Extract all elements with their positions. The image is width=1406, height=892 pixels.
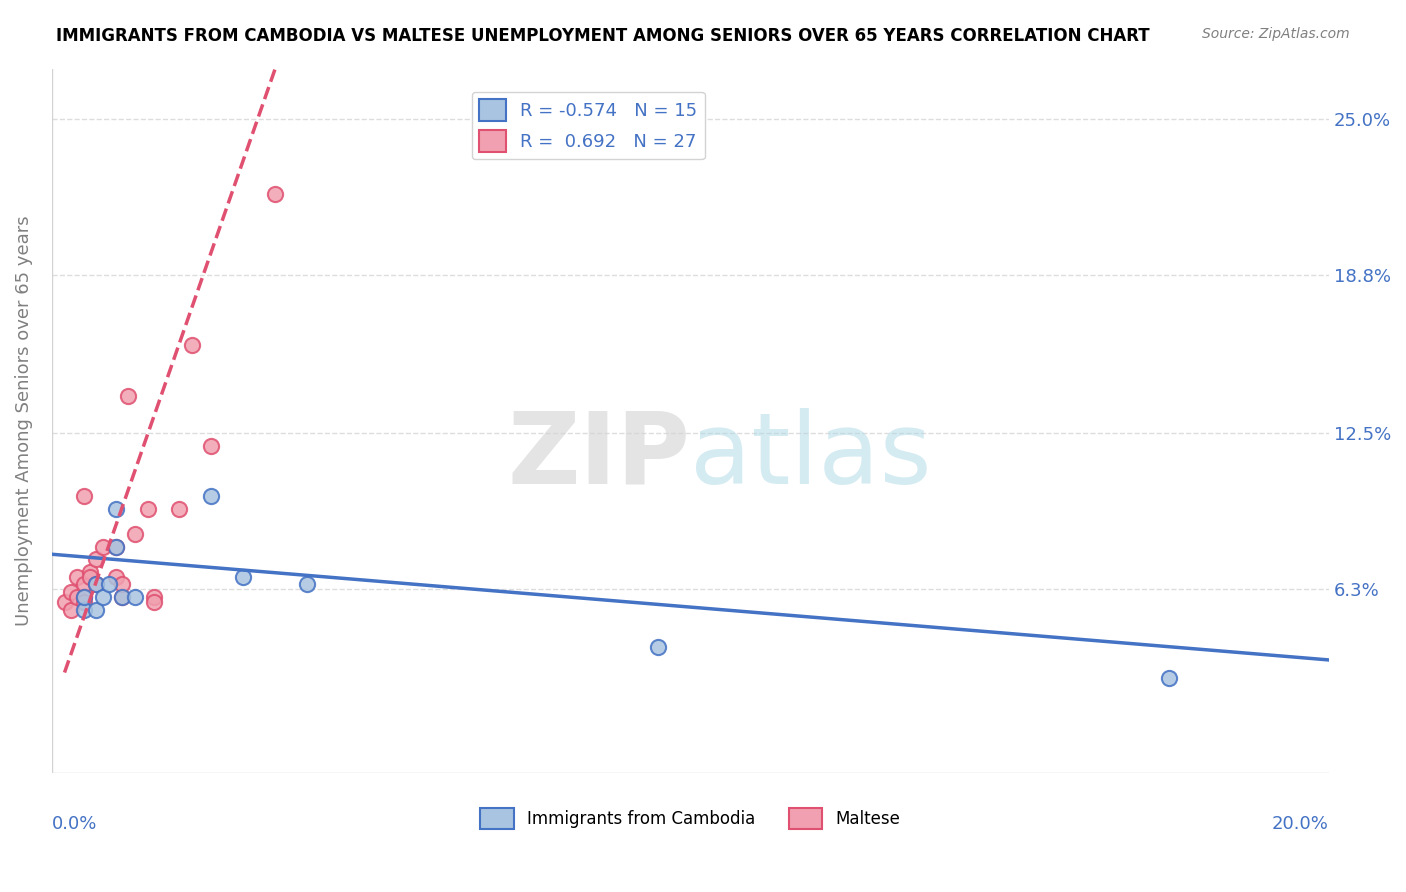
Point (1159, 671, 1181, 685)
Point (200, 439, 222, 453)
Point (59, 602, 82, 616)
Legend: R = -0.574   N = 15, R =  0.692   N = 27: R = -0.574 N = 15, R = 0.692 N = 27 (471, 92, 704, 159)
Point (264, 187, 287, 202)
Point (647, 640, 669, 655)
Point (53, 595, 76, 609)
Point (73, 489, 96, 503)
Point (181, 338, 204, 352)
Point (73, 595, 96, 609)
Point (136, 502, 159, 516)
Point (79, 565, 101, 579)
Point (73, 590, 96, 604)
Point (111, 577, 134, 591)
Point (124, 527, 146, 541)
Point (91, 540, 114, 554)
Point (66, 570, 89, 584)
Point (86, 552, 108, 566)
Point (142, 595, 165, 609)
Point (73, 590, 96, 604)
Y-axis label: Unemployment Among Seniors over 65 years: Unemployment Among Seniors over 65 years (15, 216, 32, 626)
Text: IMMIGRANTS FROM CAMBODIA VS MALTESE UNEMPLOYMENT AMONG SENIORS OVER 65 YEARS COR: IMMIGRANTS FROM CAMBODIA VS MALTESE UNEM… (56, 27, 1150, 45)
Point (111, 590, 134, 604)
Text: 0.0%: 0.0% (52, 815, 97, 833)
Text: Source: ZipAtlas.com: Source: ZipAtlas.com (1202, 27, 1350, 41)
Point (295, 577, 318, 591)
Text: ZIP: ZIP (508, 408, 690, 505)
Point (169, 502, 191, 516)
Point (86, 577, 108, 591)
Point (79, 570, 101, 584)
Point (73, 577, 96, 591)
Point (111, 590, 134, 604)
Point (59, 585, 82, 599)
Point (98, 577, 121, 591)
Point (86, 577, 108, 591)
Text: atlas: atlas (690, 408, 932, 505)
Point (86, 602, 108, 616)
Point (73, 602, 96, 616)
Point (66, 590, 89, 604)
Point (142, 590, 165, 604)
Point (104, 502, 127, 516)
Point (124, 590, 146, 604)
Point (200, 489, 222, 503)
Point (104, 540, 127, 554)
Point (91, 590, 114, 604)
Point (104, 540, 127, 554)
Point (104, 570, 127, 584)
Point (232, 570, 254, 584)
Text: 20.0%: 20.0% (1272, 815, 1329, 833)
Point (117, 389, 139, 403)
